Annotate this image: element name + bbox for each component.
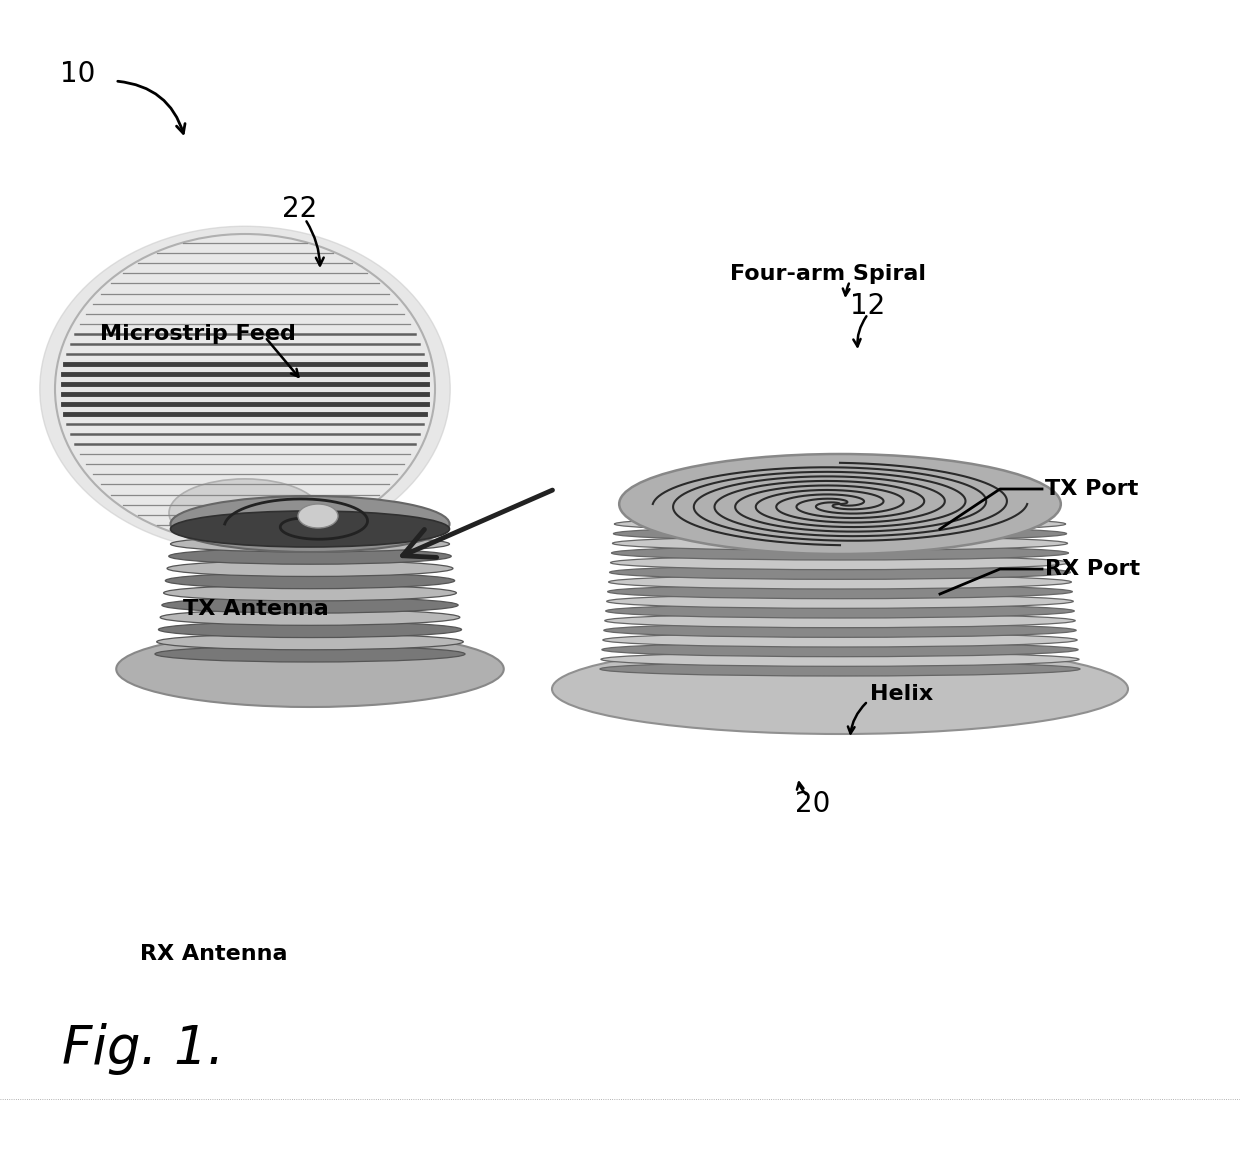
Ellipse shape — [610, 565, 1070, 579]
Ellipse shape — [619, 454, 1060, 554]
Ellipse shape — [613, 537, 1068, 550]
Ellipse shape — [156, 634, 464, 650]
FancyArrowPatch shape — [853, 316, 867, 347]
FancyArrowPatch shape — [797, 782, 806, 794]
Ellipse shape — [605, 614, 1075, 627]
Ellipse shape — [117, 631, 503, 707]
Text: Fig. 1.: Fig. 1. — [62, 1023, 224, 1075]
Text: 20: 20 — [795, 791, 831, 818]
Ellipse shape — [165, 572, 455, 588]
Text: TX Port: TX Port — [1045, 479, 1138, 499]
FancyArrowPatch shape — [843, 284, 849, 295]
Ellipse shape — [600, 662, 1080, 676]
Ellipse shape — [606, 604, 1074, 618]
Text: 22: 22 — [283, 195, 317, 223]
FancyArrowPatch shape — [267, 339, 299, 377]
Ellipse shape — [55, 234, 435, 543]
Ellipse shape — [610, 556, 1069, 570]
Text: RX Port: RX Port — [1045, 560, 1140, 579]
Ellipse shape — [606, 594, 1074, 608]
Ellipse shape — [40, 226, 450, 552]
Ellipse shape — [604, 624, 1076, 638]
FancyArrowPatch shape — [118, 82, 185, 133]
FancyArrowPatch shape — [403, 491, 553, 557]
Ellipse shape — [601, 642, 1078, 657]
Ellipse shape — [160, 609, 460, 625]
Ellipse shape — [162, 597, 458, 614]
Ellipse shape — [603, 633, 1078, 647]
Ellipse shape — [614, 517, 1065, 531]
Ellipse shape — [171, 496, 449, 552]
Text: 12: 12 — [849, 292, 885, 321]
Ellipse shape — [552, 643, 1128, 734]
Ellipse shape — [609, 574, 1071, 589]
Ellipse shape — [611, 546, 1069, 560]
Ellipse shape — [171, 535, 449, 552]
Ellipse shape — [614, 526, 1066, 541]
Ellipse shape — [169, 479, 321, 547]
Ellipse shape — [167, 561, 453, 577]
Text: TX Antenna: TX Antenna — [184, 599, 329, 619]
Ellipse shape — [159, 622, 461, 638]
Ellipse shape — [169, 548, 451, 564]
Text: 10: 10 — [60, 60, 95, 88]
Ellipse shape — [171, 511, 449, 547]
Text: Four-arm Spiral: Four-arm Spiral — [730, 264, 926, 284]
Ellipse shape — [155, 646, 465, 662]
Text: Helix: Helix — [870, 684, 934, 704]
Text: Microstrip Feed: Microstrip Feed — [100, 324, 296, 344]
Ellipse shape — [298, 504, 339, 529]
Ellipse shape — [164, 585, 456, 601]
Text: RX Antenna: RX Antenna — [140, 944, 288, 964]
FancyArrowPatch shape — [306, 222, 324, 265]
Ellipse shape — [601, 653, 1079, 666]
Ellipse shape — [608, 585, 1073, 599]
FancyArrowPatch shape — [848, 703, 866, 733]
